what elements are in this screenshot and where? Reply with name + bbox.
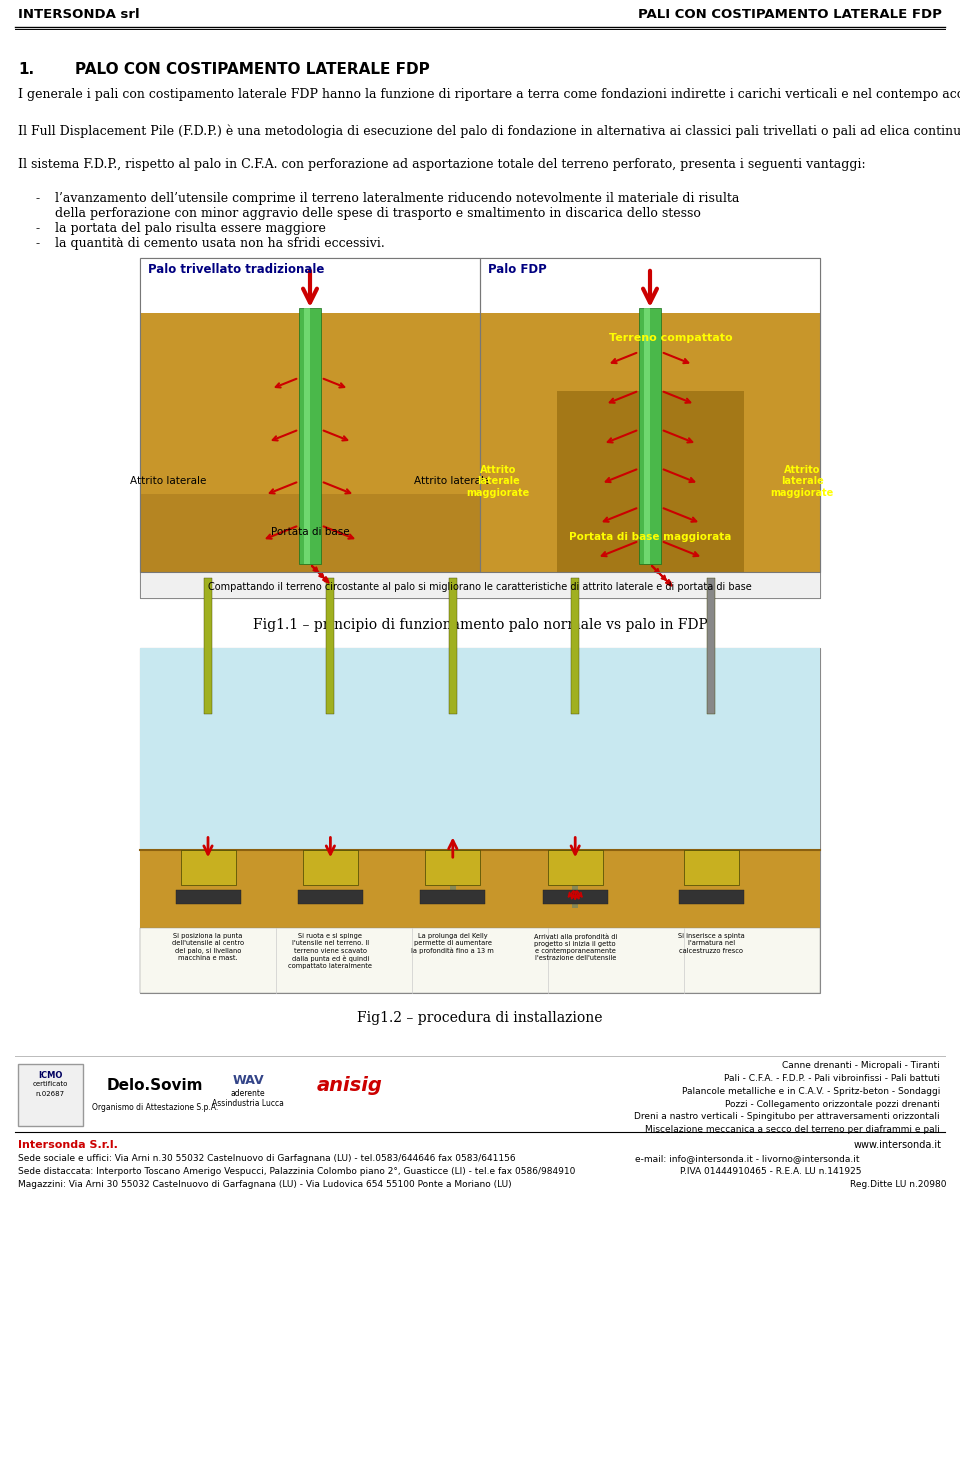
Bar [425,850,480,885]
Bar [327,850,333,885]
Bar [140,647,820,993]
Text: Attrito
laterale
maggiorate: Attrito laterale maggiorate [770,465,833,499]
Bar [204,577,212,713]
Text: aderente: aderente [230,1089,265,1098]
Bar [140,258,480,572]
Bar [644,308,650,564]
Bar [140,850,820,927]
Text: e-mail: info@intersonda.it - livorno@intersonda.it: e-mail: info@intersonda.it - livorno@int… [635,1153,859,1163]
Text: Organismo di Attestazione S.p.A.: Organismo di Attestazione S.p.A. [92,1104,218,1112]
Bar [420,889,486,904]
Bar [140,313,480,572]
Bar [176,889,241,904]
Text: Palo trivellato tradizionale: Palo trivellato tradizionale [148,262,324,276]
Bar [140,494,480,572]
Bar [571,577,579,713]
Bar [639,308,661,564]
Text: Sede distaccata: Interporto Toscano Amerigo Vespucci, Palazzinia Colombo piano 2: Sede distaccata: Interporto Toscano Amer… [18,1166,575,1177]
Text: Fig1.2 – procedura di installazione: Fig1.2 – procedura di installazione [357,1010,603,1025]
Text: Attrito laterale: Attrito laterale [130,477,206,487]
Text: certificato: certificato [33,1080,68,1088]
Text: Si posiziona la punta
dell'utensile al centro
del palo, si livellano
macchina e : Si posiziona la punta dell'utensile al c… [172,933,244,961]
Text: PALI CON COSTIPAMENTO LATERALE FDP: PALI CON COSTIPAMENTO LATERALE FDP [638,7,942,20]
Text: Attrito
laterale
maggiorate: Attrito laterale maggiorate [467,465,530,499]
Bar [18,1064,83,1126]
Bar [548,850,603,885]
Bar [708,577,715,713]
Bar [298,889,363,904]
Bar [684,850,738,885]
Text: Compattando il terreno circostante al palo si migliorano le caratteristiche di a: Compattando il terreno circostante al pa… [208,582,752,592]
Bar [450,850,456,897]
Bar [140,647,820,850]
Text: Portata di base maggiorata: Portata di base maggiorata [569,532,732,542]
Text: n.02687: n.02687 [36,1091,64,1096]
Text: Magazzini: Via Arni 30 55032 Castelnuovo di Garfagnana (LU) - Via Ludovica 654 5: Magazzini: Via Arni 30 55032 Castelnuovo… [18,1180,512,1190]
Text: Assindustria Lucca: Assindustria Lucca [212,1099,284,1108]
Text: ICMO: ICMO [37,1072,62,1080]
Text: Canne drenanti - Micropali - Tiranti
Pali - C.F.A. - F.D.P. - Pali vibroinfissi : Canne drenanti - Micropali - Tiranti Pal… [635,1061,940,1134]
Bar [480,313,820,572]
Bar [205,850,211,873]
Text: WAV: WAV [232,1075,264,1088]
Bar [679,889,744,904]
Bar [140,258,820,598]
Bar [572,850,578,908]
Text: della perforazione con minor aggravio delle spese di trasporto e smaltimento in : della perforazione con minor aggravio de… [55,207,701,220]
Bar [480,258,820,572]
Text: Delo.Sovim: Delo.Sovim [107,1077,204,1094]
Bar [542,889,608,904]
Text: la portata del palo risulta essere maggiore: la portata del palo risulta essere maggi… [55,222,325,235]
Text: Arrivati alla profondità di
progetto si inizia il getto
e contemporaneamente
l'e: Arrivati alla profondità di progetto si … [534,933,617,961]
Text: Fig1.1 – principio di funzionamento palo normale vs palo in FDP: Fig1.1 – principio di funzionamento palo… [252,618,708,631]
Text: Il sistema F.D.P., rispetto al palo in C.F.A. con perforazione ad asportazione t: Il sistema F.D.P., rispetto al palo in C… [18,157,866,171]
Text: -: - [35,192,39,206]
Text: Si inserisce a spinta
l'armatura nel
calcestruzzo fresco: Si inserisce a spinta l'armatura nel cal… [678,933,745,954]
Bar [449,577,457,713]
Text: www.intersonda.it: www.intersonda.it [854,1140,942,1150]
Bar [326,577,334,713]
Text: Portata di base: Portata di base [271,526,349,537]
Text: La prolunga del Kelly
permette di aumentare
la profondità fino a 13 m: La prolunga del Kelly permette di aument… [412,933,494,954]
Text: Attrito laterale: Attrito laterale [414,477,491,487]
Bar [304,308,310,564]
Text: P.IVA 01444910465 - R.E.A. LU n.141925: P.IVA 01444910465 - R.E.A. LU n.141925 [680,1166,861,1177]
Text: Intersonda S.r.l.: Intersonda S.r.l. [18,1140,118,1150]
Text: Sede sociale e uffici: Via Arni n.30 55032 Castelnuovo di Garfagnana (LU) - tel.: Sede sociale e uffici: Via Arni n.30 550… [18,1153,516,1163]
Text: -: - [35,238,39,249]
Text: anisig: anisig [317,1076,383,1095]
Bar [140,258,480,313]
Text: Terreno compattato: Terreno compattato [610,332,732,343]
Text: Reg.Ditte LU n.20980: Reg.Ditte LU n.20980 [850,1180,947,1190]
Bar [140,927,820,993]
Text: PALO CON COSTIPAMENTO LATERALE FDP: PALO CON COSTIPAMENTO LATERALE FDP [75,63,430,77]
Bar [140,572,820,598]
Bar [480,258,820,313]
Text: Palo FDP: Palo FDP [488,262,547,276]
Text: INTERSONDA srl: INTERSONDA srl [18,7,139,20]
Bar [180,850,235,885]
Text: l’avanzamento dell’utensile comprime il terreno lateralmente riducendo notevolme: l’avanzamento dell’utensile comprime il … [55,192,739,206]
Text: la quantità di cemento usata non ha sfridi eccessivi.: la quantità di cemento usata non ha sfri… [55,238,385,249]
Bar [303,850,358,885]
Text: Si ruota e si spinge
l'utensile nel terreno. Il
terreno viene scavato
dalla punt: Si ruota e si spinge l'utensile nel terr… [288,933,372,970]
Text: -: - [35,222,39,235]
Bar [299,308,321,564]
Text: 1.: 1. [18,63,35,77]
Text: Il Full Displacement Pile (F.D.P.) è una metodologia di esecuzione del palo di f: Il Full Displacement Pile (F.D.P.) è una… [18,124,960,137]
Bar [557,391,743,572]
Text: I generale i pali con costipamento laterale FDP hanno la funzione di riportare a: I generale i pali con costipamento later… [18,87,960,101]
